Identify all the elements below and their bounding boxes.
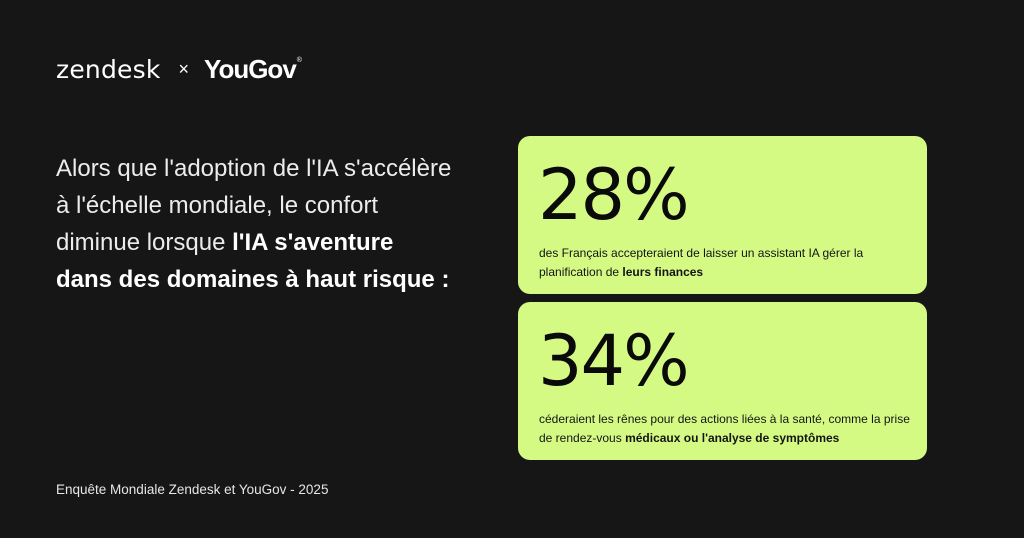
yougov-logo: YouGov ®	[204, 54, 302, 85]
stat-description: céderaient les rênes pour des actions li…	[539, 410, 911, 448]
stat-description: des Français accepteraient de laisser un…	[539, 244, 911, 282]
source-note: Enquête Mondiale Zendesk et YouGov - 202…	[56, 482, 329, 497]
brand-separator: ×	[178, 59, 190, 79]
brand-logos: zendesk × YouGov ®	[56, 52, 302, 86]
registered-mark: ®	[296, 56, 302, 64]
stat-value: 28%	[538, 154, 690, 236]
stat-description-bold: médicaux ou l'analyse de symptômes	[625, 431, 840, 445]
yougov-logo-text: YouGov	[204, 53, 297, 84]
stat-description-text: des Français accepteraient de laisser un…	[539, 246, 864, 279]
stat-card-health: 34% céderaient les rênes pour des action…	[518, 302, 927, 460]
stat-value: 34%	[538, 320, 690, 402]
stat-card-finances: 28% des Français accepteraient de laisse…	[518, 136, 927, 294]
headline: Alors que l'adoption de l'IA s'accélère …	[56, 150, 456, 298]
headline-text: Alors que l'adoption de l'IA s'accélère …	[56, 155, 452, 256]
headline-bold-text: l'IA s'aventure dans des domaines à haut…	[56, 229, 450, 293]
zendesk-logo: zendesk	[56, 54, 161, 84]
stat-description-bold: leurs finances	[622, 265, 704, 279]
stat-description-text: céderaient les rênes pour des actions li…	[539, 412, 910, 445]
